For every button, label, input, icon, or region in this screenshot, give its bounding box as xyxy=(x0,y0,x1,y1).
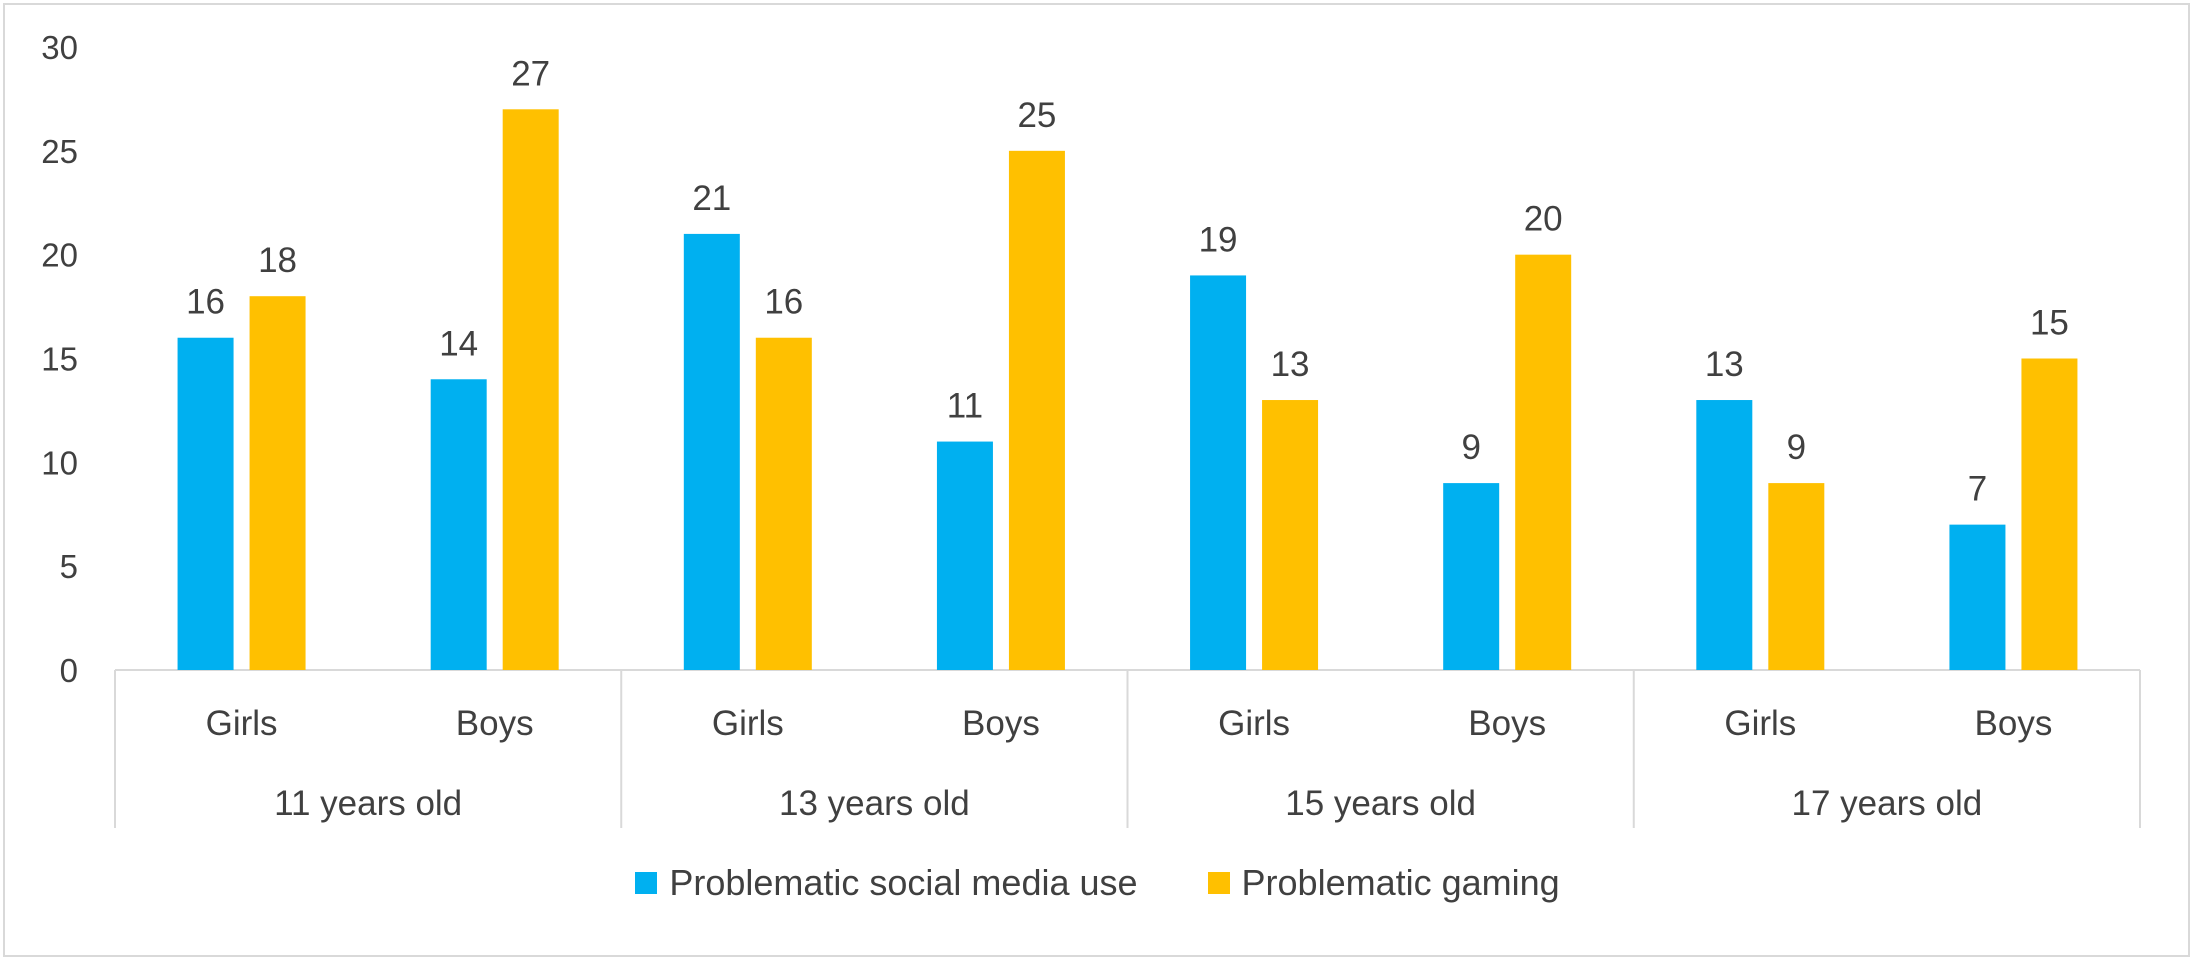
data-label-gaming: 20 xyxy=(1524,200,1563,239)
bar-social-media xyxy=(177,337,234,670)
data-label-gaming: 18 xyxy=(258,241,297,280)
data-label-gaming: 16 xyxy=(764,283,803,322)
legend: Problematic social media use Problematic… xyxy=(0,862,2195,904)
bar-social-media xyxy=(430,379,487,670)
category-label: Boys xyxy=(962,704,1040,743)
data-label-social-media: 13 xyxy=(1705,345,1744,384)
y-tick-label: 15 xyxy=(41,341,78,378)
legend-item-social-media[interactable]: Problematic social media use xyxy=(635,862,1138,904)
category-label: Girls xyxy=(1218,704,1290,743)
x-axis: 11 years old Girls Boys 13 years old Girls Bo… xyxy=(114,669,2141,828)
data-label-social-media: 16 xyxy=(186,283,225,322)
category-label: Boys xyxy=(1975,704,2053,743)
y-tick-label: 30 xyxy=(41,29,78,66)
bar-gaming xyxy=(1008,150,1065,671)
bar-gaming xyxy=(1515,254,1572,670)
data-label-gaming: 13 xyxy=(1271,345,1310,384)
bar-social-media xyxy=(683,233,740,670)
y-tick-label: 25 xyxy=(41,133,78,170)
legend-item-gaming[interactable]: Problematic gaming xyxy=(1207,862,1560,904)
category-label: Girls xyxy=(712,704,784,743)
legend-swatch-social-media xyxy=(635,872,658,894)
data-label-social-media: 7 xyxy=(1968,470,1987,509)
bar-social-media xyxy=(1949,524,2006,670)
data-labels: 16 18 14 27 21 16 11 25 19 13 9 20 13 9 7 15 xyxy=(186,54,2069,508)
legend-swatch-gaming xyxy=(1207,872,1230,894)
legend-label-social-media: Problematic social media use xyxy=(669,862,1138,903)
y-tick-label: 0 xyxy=(60,652,78,689)
bar-gaming xyxy=(1262,400,1319,670)
bars xyxy=(177,109,2078,671)
y-tick-label: 20 xyxy=(41,237,78,274)
bar-social-media xyxy=(936,441,993,670)
bar-social-media xyxy=(1190,275,1247,670)
data-label-social-media: 21 xyxy=(692,179,731,218)
data-label-gaming: 27 xyxy=(511,54,550,93)
data-label-social-media: 9 xyxy=(1461,428,1480,467)
data-label-social-media: 11 xyxy=(947,387,983,426)
data-label-gaming: 15 xyxy=(2030,304,2069,343)
category-label: Boys xyxy=(456,704,534,743)
category-label: Boys xyxy=(1468,704,1546,743)
group-label: 17 years old xyxy=(1792,784,1983,823)
group-label: 15 years old xyxy=(1285,784,1476,823)
data-label-gaming: 25 xyxy=(1017,96,1056,135)
bar-gaming xyxy=(249,296,306,670)
y-tick-label: 10 xyxy=(41,444,78,481)
group-label: 11 years old xyxy=(274,784,462,823)
bar-gaming xyxy=(502,109,559,671)
y-axis: 0 5 10 15 20 25 30 xyxy=(41,29,78,689)
bar-gaming xyxy=(1768,483,1825,670)
group-label: 13 years old xyxy=(779,784,970,823)
legend-label-gaming: Problematic gaming xyxy=(1241,862,1560,903)
data-label-social-media: 19 xyxy=(1199,220,1238,259)
bar-gaming xyxy=(755,337,812,670)
y-tick-label: 5 xyxy=(60,548,78,585)
category-label: Girls xyxy=(206,704,278,743)
data-label-gaming: 9 xyxy=(1787,428,1806,467)
bar-social-media xyxy=(1696,400,1753,670)
bar-gaming xyxy=(2021,358,2078,670)
category-label: Girls xyxy=(1724,704,1796,743)
chart-frame xyxy=(3,3,2190,957)
data-label-social-media: 14 xyxy=(439,324,478,363)
bar-social-media xyxy=(1443,483,1500,670)
